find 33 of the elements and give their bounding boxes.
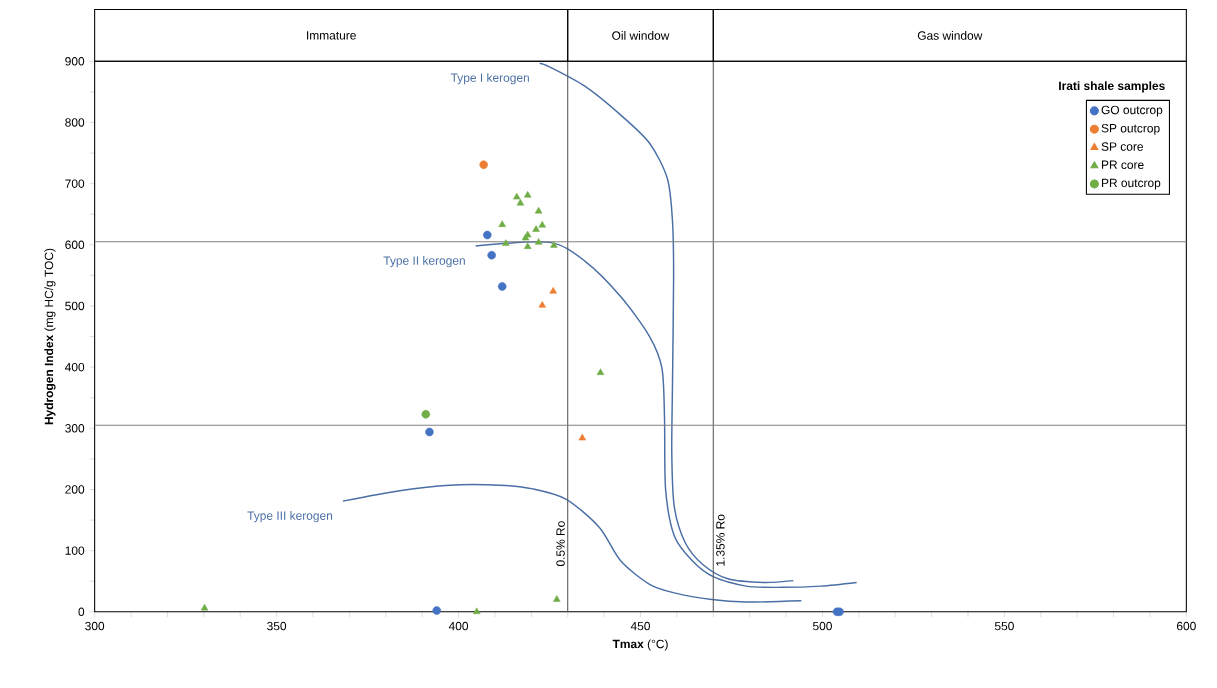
x-tick-label: 350 bbox=[267, 621, 287, 631]
x-tick-label: 300 bbox=[85, 621, 105, 631]
y-tick-label: 300 bbox=[65, 424, 85, 433]
x-tick-label: 500 bbox=[812, 621, 832, 631]
series-label: Type II kerogen bbox=[383, 256, 465, 268]
x-tick-label: 600 bbox=[1176, 621, 1196, 631]
legend-label: PR outcrop bbox=[1102, 178, 1161, 190]
x-tick-label: 400 bbox=[448, 621, 469, 631]
y-tick-label: 100 bbox=[65, 546, 85, 555]
y-tick-label: 400 bbox=[64, 363, 85, 372]
y-tick-label: 900 bbox=[65, 57, 85, 66]
y-tick-label: 600 bbox=[65, 240, 85, 250]
series-label: Type I kerogen bbox=[450, 73, 529, 85]
ref-line-label: 0.5% Ro bbox=[556, 521, 565, 567]
legend-label: SP core bbox=[1101, 142, 1143, 151]
legend-label: GO outcrop bbox=[1101, 105, 1163, 117]
y-tick-label: 700 bbox=[65, 179, 85, 188]
x-tick-label: 550 bbox=[994, 621, 1014, 631]
x-tick-label: 450 bbox=[630, 621, 650, 631]
text: Immature bbox=[307, 31, 356, 40]
legend-label: SP outcrop bbox=[1101, 124, 1160, 135]
x-axis-title: Tmax (°C) bbox=[612, 639, 668, 651]
ref-line-label: 1.35% Ro bbox=[716, 514, 725, 566]
y-tick-label: 500 bbox=[65, 301, 85, 311]
y-tick-label: 800 bbox=[65, 118, 85, 127]
text: Oil window bbox=[612, 31, 670, 40]
legend-title: Irati shale samples bbox=[1059, 81, 1165, 93]
series-label: Type III kerogen bbox=[247, 511, 333, 523]
legend-label: PR core bbox=[1102, 160, 1144, 170]
y-axis-title: Hydrogen Index (mg HC/g TOC) bbox=[44, 248, 56, 425]
y-tick-label: 200 bbox=[65, 485, 85, 494]
text: Gas window bbox=[917, 31, 983, 40]
y-tick-label: 0 bbox=[78, 607, 85, 617]
